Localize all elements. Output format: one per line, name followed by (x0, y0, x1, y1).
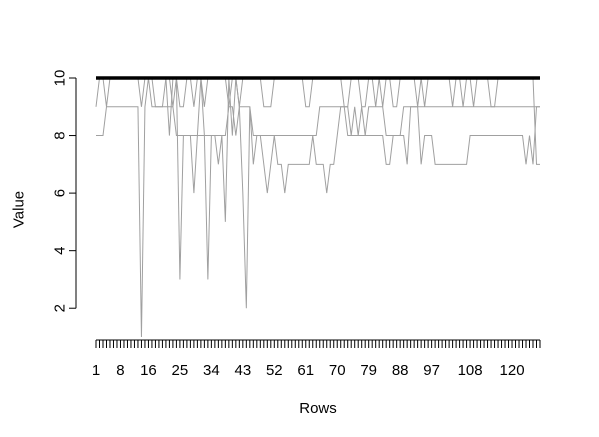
x-tick-label-25: 25 (172, 362, 189, 379)
y-tick-label-10: 10 (51, 70, 68, 87)
y-axis: 2 4 6 8 10 (51, 70, 77, 312)
x-tick-label-8: 8 (116, 362, 124, 379)
x-tick-label-52: 52 (266, 362, 283, 379)
x-tick-label-120: 120 (500, 362, 525, 379)
x-tick-label-61: 61 (297, 362, 314, 379)
x-axis-title: Rows (299, 400, 337, 417)
series-line-3 (96, 77, 540, 338)
y-axis-title: Value (10, 191, 27, 228)
y-tick-label-4: 4 (51, 246, 68, 254)
y-tick-label-8: 8 (51, 131, 68, 139)
y-tick-label-6: 6 (51, 189, 68, 197)
x-tick-label-34: 34 (203, 362, 220, 379)
series-line-2 (95, 77, 540, 108)
x-tick-label-16: 16 (140, 362, 157, 379)
series-line-4 (96, 77, 540, 309)
series-layer (95, 76, 540, 338)
x-tick-label-88: 88 (392, 362, 409, 379)
x-tick-label-79: 79 (360, 362, 377, 379)
x-axis: 1 8 16 25 34 43 52 61 70 79 88 97 108 120 (92, 339, 541, 379)
x-tick-label-97: 97 (423, 362, 440, 379)
x-tick-label-108: 108 (458, 362, 483, 379)
x-tick-label-70: 70 (329, 362, 346, 379)
x-tick-label-43: 43 (234, 362, 251, 379)
x-tick-label-1: 1 (92, 362, 100, 379)
y-tick-label-2: 2 (51, 304, 68, 312)
